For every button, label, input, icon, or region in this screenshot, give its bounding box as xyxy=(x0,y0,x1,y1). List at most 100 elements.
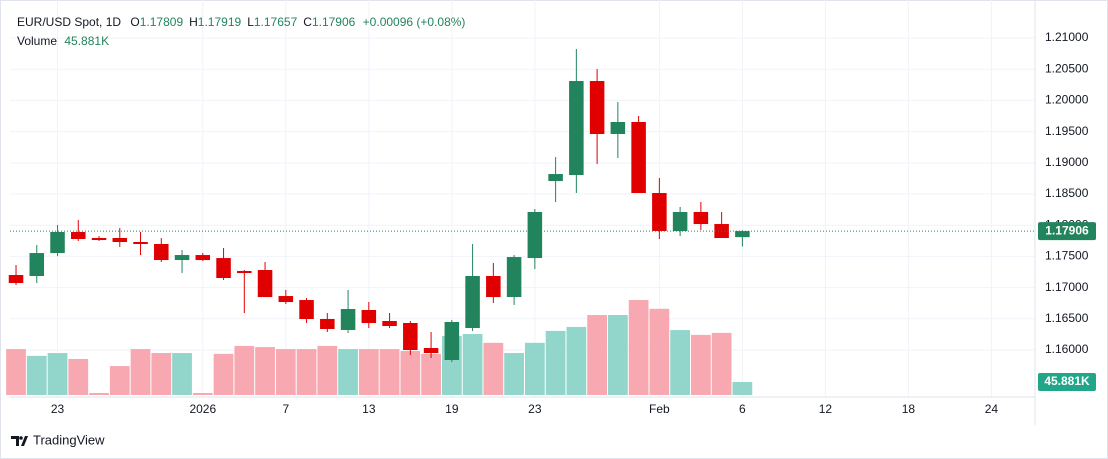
volume-bar xyxy=(566,326,587,395)
y-tick-label: 1.19000 xyxy=(1045,155,1089,169)
volume-bar xyxy=(255,347,275,395)
volume-bar xyxy=(483,342,504,395)
brand: TradingView xyxy=(33,432,105,447)
volume-bar xyxy=(607,315,628,395)
ohlc-value: 1.17919 xyxy=(198,15,242,29)
y-tick-label: 1.17000 xyxy=(1045,280,1089,294)
y-tick-label: 1.16500 xyxy=(1045,311,1089,325)
candle-body xyxy=(50,232,65,254)
y-tick-label: 1.16000 xyxy=(1045,342,1089,356)
candle-body xyxy=(735,231,750,238)
x-tick-label: 13 xyxy=(362,402,376,416)
volume-legend: Volume 45.881K xyxy=(17,34,109,48)
volume-bar xyxy=(6,349,26,395)
volume-value: 45.881K xyxy=(64,34,109,48)
volume-bar xyxy=(545,330,566,395)
brand-logo: TradingView xyxy=(11,432,105,447)
candle-body xyxy=(423,348,439,354)
volume-bar xyxy=(47,353,68,395)
y-tick-label: 1.19500 xyxy=(1045,124,1089,138)
volume-bar xyxy=(296,349,317,395)
y-tick-label: 1.20000 xyxy=(1045,93,1089,107)
last-price-label: 1.17906 xyxy=(1045,223,1089,237)
candle-body xyxy=(610,122,626,134)
candle-body xyxy=(382,320,397,326)
candle-body xyxy=(278,296,294,303)
volume-bar xyxy=(587,315,607,395)
volume-bar xyxy=(172,353,192,395)
volume-bar xyxy=(358,349,379,395)
volume-bar xyxy=(338,349,358,395)
volume-bar xyxy=(275,349,296,395)
candle-body xyxy=(216,258,231,279)
ohlc-prefix: L xyxy=(247,15,254,29)
volume-bar xyxy=(628,300,649,395)
candle-body xyxy=(237,271,252,274)
volume-title: Volume xyxy=(17,34,57,48)
volume-bar xyxy=(504,353,524,395)
candle-body xyxy=(29,253,45,277)
x-tick-label: 6 xyxy=(739,402,746,416)
candle-body xyxy=(112,238,128,242)
volume-bar xyxy=(234,345,255,395)
ohlc-prefix: H xyxy=(189,15,198,29)
ohlc-value: 1.17657 xyxy=(254,15,298,29)
candle-body xyxy=(340,309,356,330)
volume-bar xyxy=(690,334,711,395)
candle-body xyxy=(195,255,211,261)
candle-body xyxy=(154,243,169,261)
x-tick-label: 12 xyxy=(819,402,833,416)
candle-body xyxy=(672,211,688,232)
y-tick-label: 1.17500 xyxy=(1045,249,1089,263)
volume-bar xyxy=(151,353,172,395)
candle-body xyxy=(693,211,709,225)
volume-bar xyxy=(68,358,89,395)
candle-body xyxy=(631,122,646,194)
candle-body xyxy=(403,322,418,351)
ohlc-prefix: O xyxy=(130,15,139,29)
candle-body xyxy=(257,270,273,298)
volume-bar xyxy=(732,381,753,395)
ohlc-prefix: C xyxy=(303,15,312,29)
y-tick-label: 1.21000 xyxy=(1045,30,1089,44)
candle-body xyxy=(589,81,605,134)
volume-bar xyxy=(400,351,421,395)
candle-body xyxy=(569,81,584,176)
x-tick-label: 24 xyxy=(985,402,999,416)
y-tick-label: 1.18500 xyxy=(1045,186,1089,200)
candle-body xyxy=(652,193,667,232)
volume-bar xyxy=(130,349,151,395)
volume-bar xyxy=(213,353,234,395)
x-tick-label: 7 xyxy=(282,402,289,416)
candle-body xyxy=(486,276,501,298)
candle-body xyxy=(299,300,314,319)
candle-body xyxy=(174,255,190,261)
candle-body xyxy=(91,238,107,241)
ohlc-value: 1.17809 xyxy=(140,15,184,29)
volume-bar xyxy=(192,393,213,395)
last-volume-badge xyxy=(1038,373,1096,391)
x-tick-label: 23 xyxy=(51,402,65,416)
volume-bar xyxy=(421,353,441,395)
volume-bar xyxy=(462,334,483,395)
volume-bar xyxy=(524,342,545,395)
volume-bar xyxy=(109,366,130,395)
candle-body xyxy=(444,321,460,360)
change: +0.00096 (+0.08%) xyxy=(363,15,466,29)
ohlc-value: 1.17906 xyxy=(312,15,356,29)
x-tick-label: 23 xyxy=(528,402,542,416)
volume-bar xyxy=(649,308,670,395)
candle-body xyxy=(527,211,543,259)
x-tick-label: 19 xyxy=(445,402,459,416)
candle-body xyxy=(71,232,86,240)
x-tick-label: 18 xyxy=(902,402,916,416)
candle-body xyxy=(548,174,563,182)
candle-body xyxy=(506,257,522,298)
volume-bar xyxy=(89,393,109,395)
candle-body xyxy=(361,310,377,323)
candle-body xyxy=(320,318,335,329)
x-tick-label: 2026 xyxy=(189,402,216,416)
y-tick-label: 1.20500 xyxy=(1045,61,1089,75)
volume-bar xyxy=(317,345,338,395)
